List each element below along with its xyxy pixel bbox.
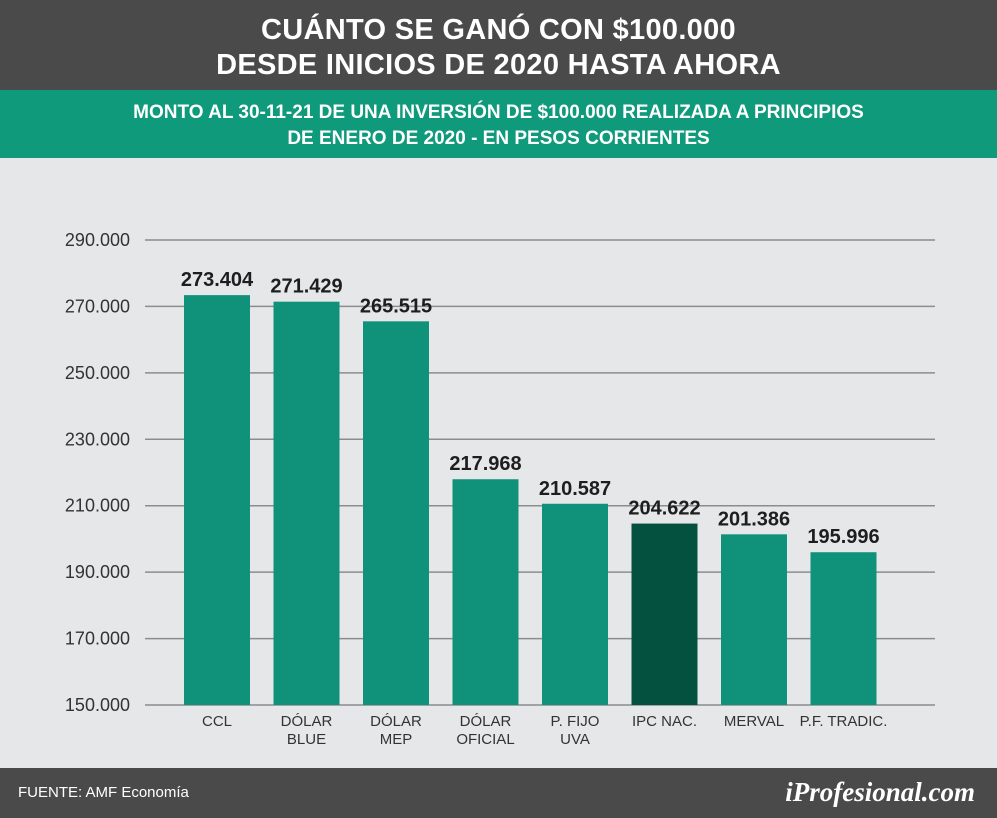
x-tick-label: CCL — [202, 713, 232, 730]
x-tick-label: MEP — [380, 731, 413, 748]
y-tick-label: 230.000 — [65, 429, 130, 449]
x-tick-label: P. FIJO — [551, 713, 600, 730]
y-tick-label: 290.000 — [65, 230, 130, 250]
x-tick-label: DÓLAR — [370, 713, 422, 730]
bar — [542, 503, 608, 705]
bar — [721, 534, 787, 705]
data-label: 201.386 — [718, 508, 790, 530]
bar — [452, 479, 519, 705]
chart-title-line-1: CUÁNTO SE GANÓ CON $100.000 — [261, 14, 736, 46]
x-tick-label: MERVAL — [724, 713, 784, 730]
data-label: 210.587 — [539, 478, 611, 500]
y-tick-label: 250.000 — [65, 363, 130, 383]
y-tick-label: 190.000 — [65, 562, 130, 582]
y-tick-label: 150.000 — [65, 695, 130, 715]
data-label: 195.996 — [807, 526, 879, 548]
subtitle-banner: MONTO AL 30-11-21 DE UNA INVERSIÓN DE $1… — [0, 90, 997, 158]
y-tick-label: 210.000 — [65, 496, 130, 516]
chart-subtitle-line-1: MONTO AL 30-11-21 DE UNA INVERSIÓN DE $1… — [133, 102, 864, 123]
bar — [273, 301, 340, 705]
chart-subtitle-line-2: DE ENERO DE 2020 - EN PESOS CORRIENTES — [287, 128, 710, 149]
bar — [363, 321, 429, 705]
data-label: 217.968 — [449, 453, 521, 475]
x-tick-label: DÓLAR — [460, 713, 512, 730]
brand-logo: iProfesional.com — [785, 777, 975, 807]
x-tick-label: P.F. TRADIC. — [800, 713, 888, 730]
data-label: 265.515 — [360, 295, 432, 317]
y-tick-label: 270.000 — [65, 296, 130, 316]
data-label: 273.404 — [181, 269, 254, 291]
bar — [810, 552, 877, 705]
chart-title-line-2: DESDE INICIOS DE 2020 HASTA AHORA — [216, 49, 781, 81]
data-label: 204.622 — [628, 498, 700, 520]
bar — [631, 523, 698, 705]
bar-chart: 150.000 170.000 190.000 210.000 230.000 250.0… — [65, 230, 935, 748]
x-tick-label: UVA — [560, 731, 590, 748]
x-tick-label: OFICIAL — [456, 731, 514, 748]
x-tick-label: DÓLAR — [281, 713, 333, 730]
x-tick-label: IPC NAC. — [632, 713, 697, 730]
y-tick-label: 170.000 — [65, 629, 130, 649]
data-label: 271.429 — [270, 276, 342, 298]
title-banner: CUÁNTO SE GANÓ CON $100.000 DESDE INICIO… — [0, 0, 997, 90]
source-note: FUENTE: AMF Economía — [18, 784, 189, 801]
x-tick-label: BLUE — [287, 731, 326, 748]
footer-bar: FUENTE: AMF Economía iProfesional.com — [0, 768, 997, 818]
bar — [184, 295, 250, 705]
